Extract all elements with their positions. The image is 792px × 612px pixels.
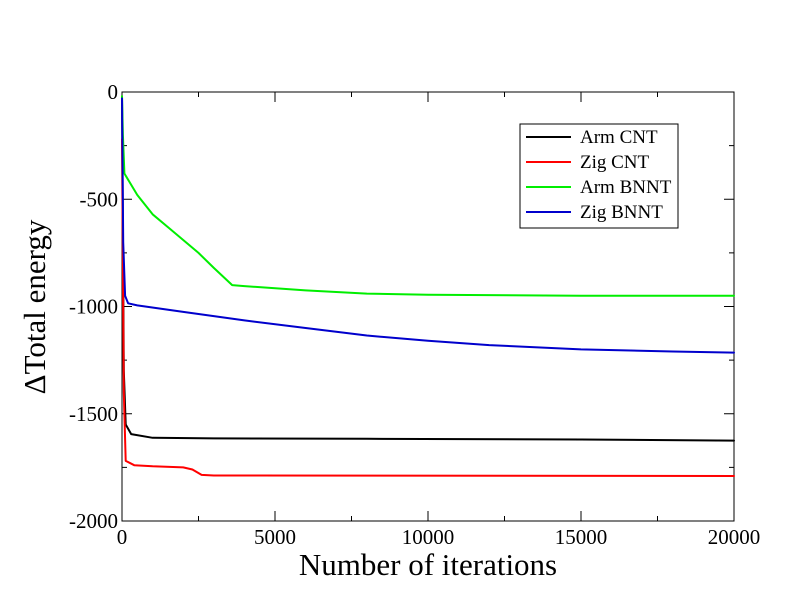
x-tick-label: 10000	[402, 525, 455, 549]
series-lines	[121, 95, 735, 477]
y-tick-label: -500	[80, 187, 119, 211]
legend-label-0: Arm CNT	[580, 127, 658, 148]
series-line-3	[121, 97, 735, 354]
series-line-2	[121, 95, 735, 297]
legend-label-3: Zig BNNT	[580, 202, 663, 223]
y-tick-label: -2000	[69, 509, 118, 533]
y-axis-title: ΔTotal energy	[17, 219, 52, 394]
x-axis-title: Number of iterations	[299, 547, 557, 582]
y-tick-label: 0	[108, 80, 119, 104]
legend-label-2: Arm BNNT	[580, 177, 672, 198]
x-tick-label: 15000	[555, 525, 608, 549]
x-tick-label: 5000	[254, 525, 296, 549]
series-line-1	[121, 138, 735, 477]
axis-tick-labels: 0 5000 10000 15000 20000 0 -500 -1000 -1500 -2000	[69, 80, 760, 549]
y-tick-label: -1000	[69, 295, 118, 319]
y-tick-label: -1500	[69, 402, 118, 426]
legend-box	[519, 123, 679, 229]
axis-ticks	[121, 91, 735, 522]
legend-items: Arm CNT Zig CNT Arm BNNT Zig BNNT	[526, 127, 672, 223]
legend-label-1: Zig CNT	[580, 152, 650, 173]
x-tick-label: 0	[117, 525, 128, 549]
x-tick-label: 20000	[708, 525, 761, 549]
legend: Arm CNT Zig CNT Arm BNNT Zig BNNT	[519, 123, 679, 229]
